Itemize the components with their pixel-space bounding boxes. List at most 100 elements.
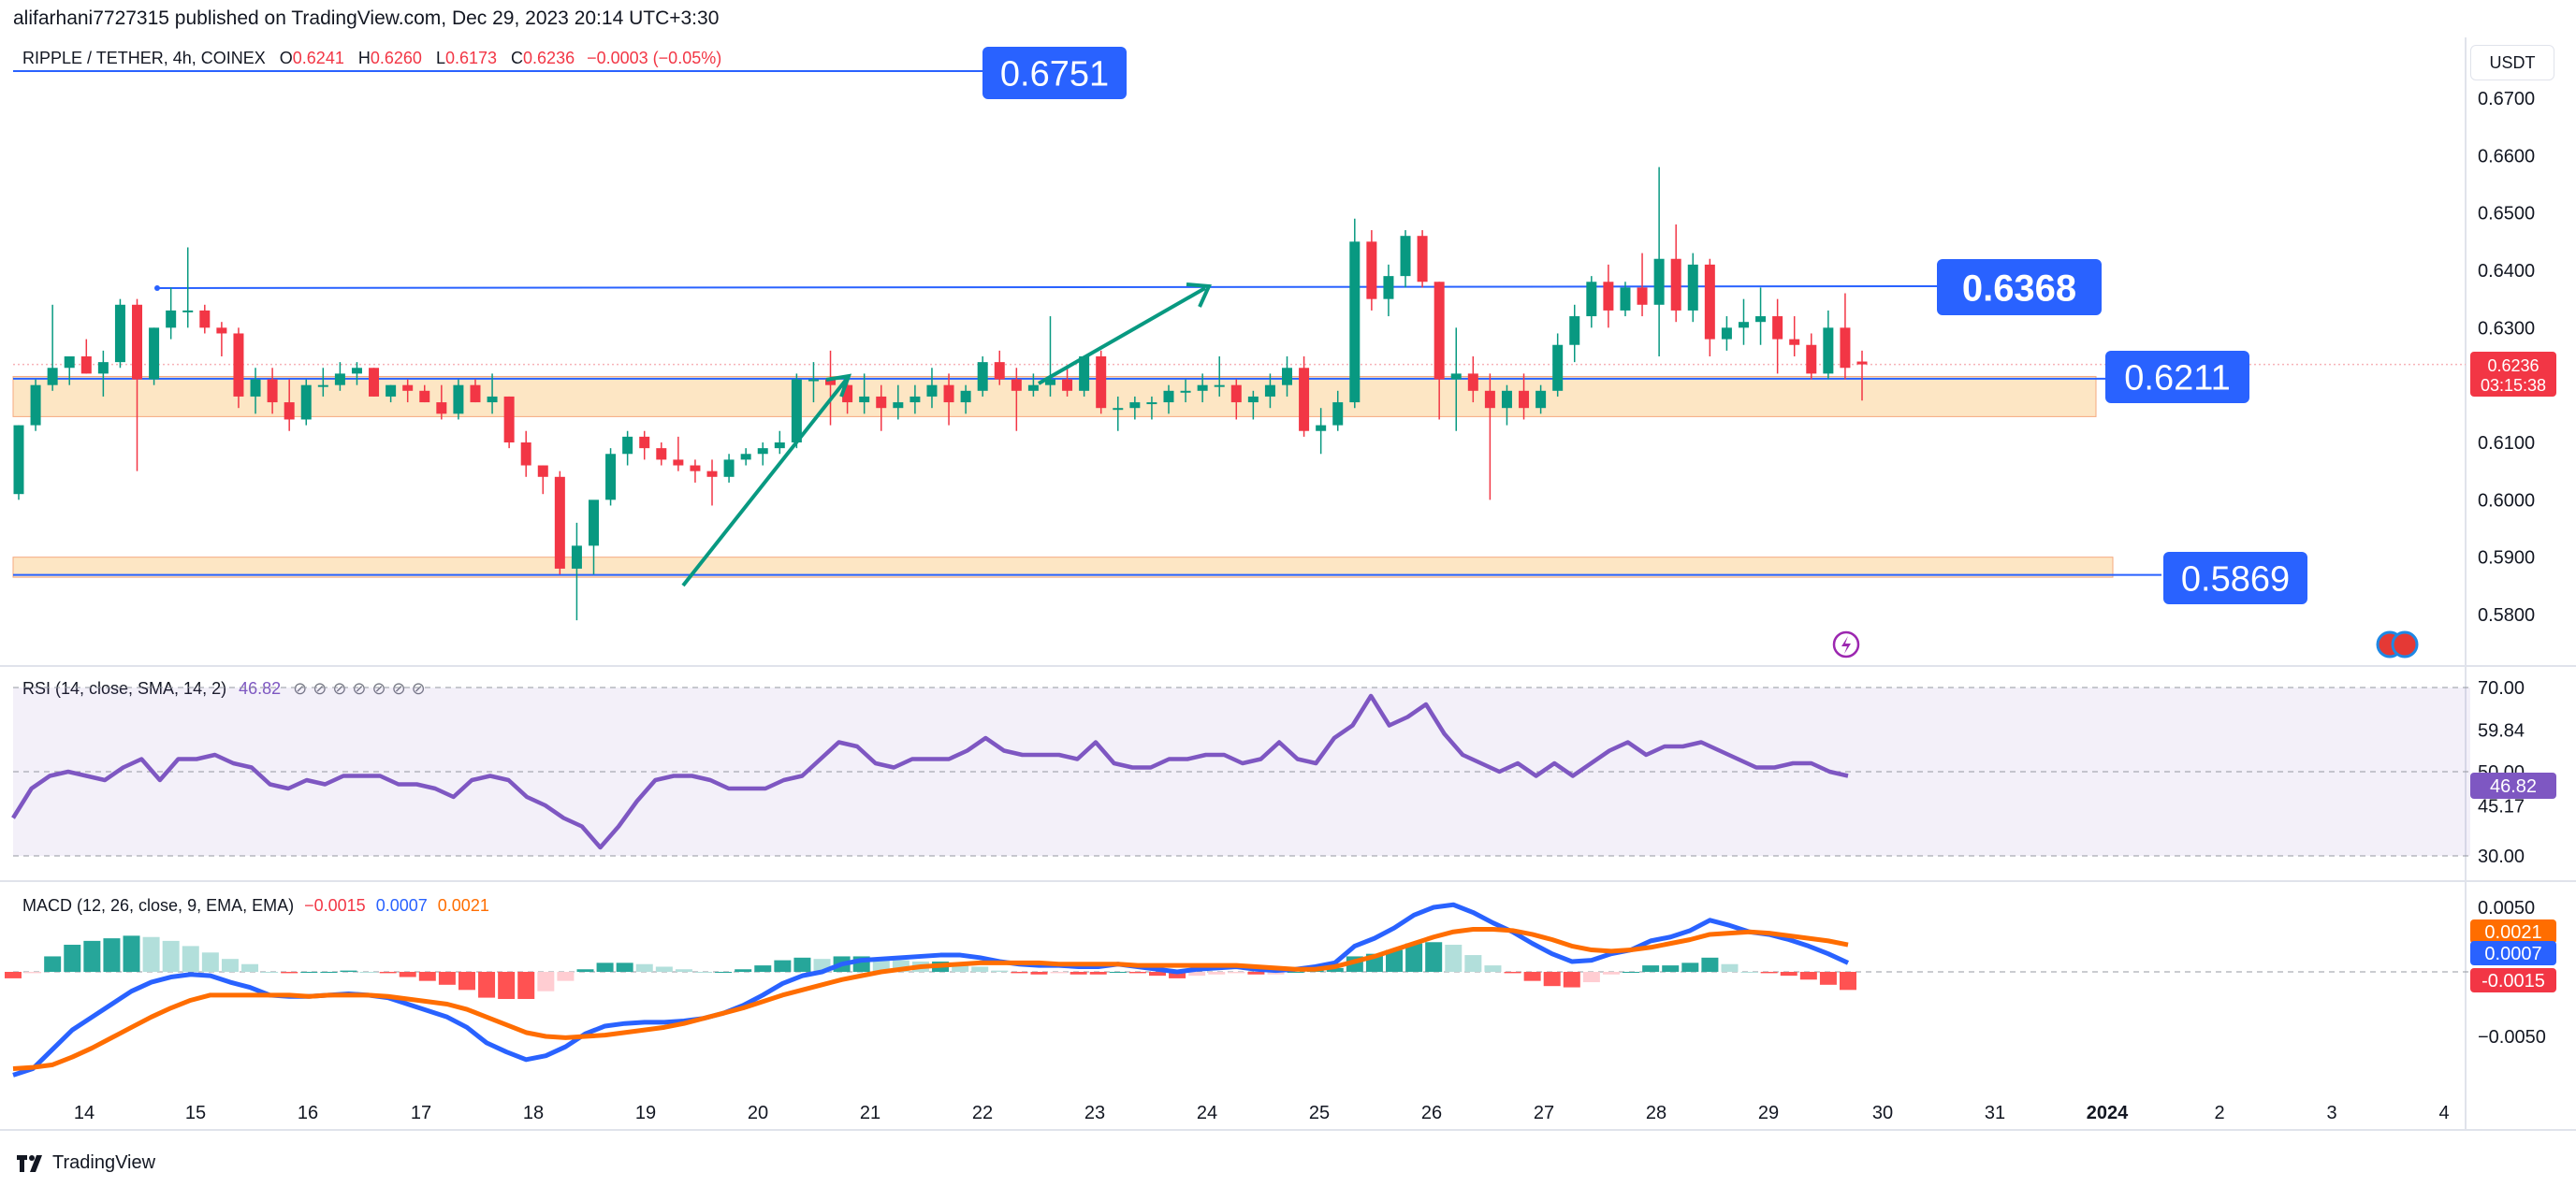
candle-body	[351, 368, 362, 374]
time-tick-label: 21	[860, 1103, 880, 1123]
macd-signal-value: 0.0021	[437, 896, 489, 915]
time-tick-label: 2	[2214, 1103, 2224, 1123]
price-tick-label: 0.6300	[2478, 318, 2535, 339]
price-tick-label: 0.6100	[2478, 433, 2535, 454]
candle-body	[1146, 402, 1157, 405]
candle-body	[132, 304, 143, 380]
candle-body	[876, 396, 887, 409]
candle-body	[1840, 327, 1851, 369]
candle-body	[216, 327, 227, 334]
level-badge-text: 0.5869	[2181, 560, 2290, 600]
macd-histogram-bar	[872, 959, 890, 972]
macd-histogram-bar	[1819, 972, 1837, 985]
candle-body	[503, 396, 515, 442]
time-tick-label: 25	[1309, 1103, 1330, 1123]
macd-histogram-bar	[1011, 972, 1028, 974]
macd-value-tag	[2470, 968, 2556, 992]
price-tick-label: 0.5800	[2478, 605, 2535, 626]
time-tick-label: 28	[1646, 1103, 1666, 1123]
candle-body	[182, 310, 194, 312]
macd-histogram-bar	[162, 940, 180, 972]
macd-histogram-bar	[1582, 972, 1600, 983]
candle-body	[1670, 258, 1681, 311]
candle-body	[1484, 390, 1495, 409]
candle-body	[1535, 390, 1547, 409]
macd-histogram-bar	[1840, 972, 1856, 991]
level-badge-text: 0.6368	[1962, 268, 2076, 309]
candle-body	[656, 448, 667, 460]
macd-value-tag-text: 0.0007	[2484, 944, 2541, 964]
macd-histogram-bar	[793, 957, 811, 972]
macd-histogram-bar	[616, 963, 633, 972]
candle-body	[622, 436, 633, 455]
macd-histogram-bar	[715, 972, 733, 973]
time-tick-label: 23	[1084, 1103, 1105, 1123]
macd-histogram-bar	[1188, 972, 1206, 977]
candle-body	[1856, 361, 1868, 365]
candle-body	[1282, 368, 1293, 385]
low-label: L	[435, 49, 445, 67]
candle-body	[334, 373, 345, 385]
candle-body	[1011, 379, 1022, 391]
candle-body	[149, 327, 160, 380]
last-price-value: 0.6236	[2487, 356, 2539, 375]
candle-body	[1586, 282, 1597, 317]
level-badge	[2105, 351, 2249, 403]
candle-body	[1400, 236, 1411, 277]
macd-histogram-bar	[1326, 967, 1344, 972]
macd-histogram-bar	[1128, 972, 1146, 974]
candle-body	[114, 304, 125, 363]
macd-histogram-bar	[537, 972, 555, 992]
candle-body	[1806, 344, 1817, 374]
macd-histogram-bar	[44, 956, 62, 972]
time-tick-label: 16	[298, 1103, 318, 1123]
macd-histogram-bar	[1464, 955, 1482, 972]
macd-histogram-bar	[418, 972, 436, 981]
currency-selector[interactable]: USDT	[2470, 45, 2554, 80]
candle-body	[1687, 264, 1698, 311]
macd-histogram-bar	[1109, 972, 1127, 973]
macd-histogram-bar	[300, 972, 318, 973]
rsi-tick-label: 30.00	[2478, 847, 2525, 867]
macd-tick-label: −0.0050	[2478, 1027, 2546, 1048]
time-tick-label: 19	[635, 1103, 656, 1123]
candle-body	[1450, 373, 1462, 380]
macd-histogram-bar	[498, 972, 516, 999]
candle-body	[554, 476, 565, 569]
open-label: O	[279, 49, 293, 67]
candle-body	[943, 384, 954, 403]
candle-body	[588, 499, 599, 546]
footer-brand[interactable]: TradingView	[17, 1152, 155, 1174]
macd-histogram-bar	[1169, 972, 1186, 978]
price-tick-label: 0.6700	[2478, 89, 2535, 109]
macd-histogram-bar	[83, 940, 101, 972]
rsi-line	[11, 693, 1849, 850]
time-tick-label: 2024	[2087, 1103, 2129, 1123]
rsi-value: 46.82	[239, 679, 282, 698]
macd-histogram-bar	[340, 970, 357, 972]
time-tick-label: 18	[523, 1103, 544, 1123]
macd-histogram-bar	[438, 972, 456, 985]
macd-histogram-bar	[675, 969, 692, 972]
candle-body	[1417, 236, 1428, 282]
price-tick-label: 0.6500	[2478, 204, 2535, 224]
macd-histogram-bar	[1070, 972, 1087, 975]
candle-body	[1519, 390, 1530, 409]
candle-body	[910, 396, 921, 403]
macd-histogram-bar	[735, 969, 752, 972]
macd-line-value: 0.0007	[375, 896, 428, 915]
macd-histogram-bar	[1287, 972, 1304, 973]
candle-body	[673, 459, 684, 466]
candle-body	[64, 356, 75, 369]
macd-histogram-bar	[971, 966, 989, 972]
macd-histogram-bar	[24, 972, 42, 974]
candle-body	[1299, 368, 1310, 431]
candle-body	[1113, 408, 1124, 411]
time-tick-label: 29	[1758, 1103, 1779, 1123]
level-badge-text: 0.6751	[1000, 55, 1109, 94]
macd-histogram-bar	[261, 972, 279, 973]
macd-histogram-bar	[1386, 949, 1404, 972]
candle-body	[1349, 241, 1361, 403]
macd-histogram-bar	[359, 972, 377, 973]
